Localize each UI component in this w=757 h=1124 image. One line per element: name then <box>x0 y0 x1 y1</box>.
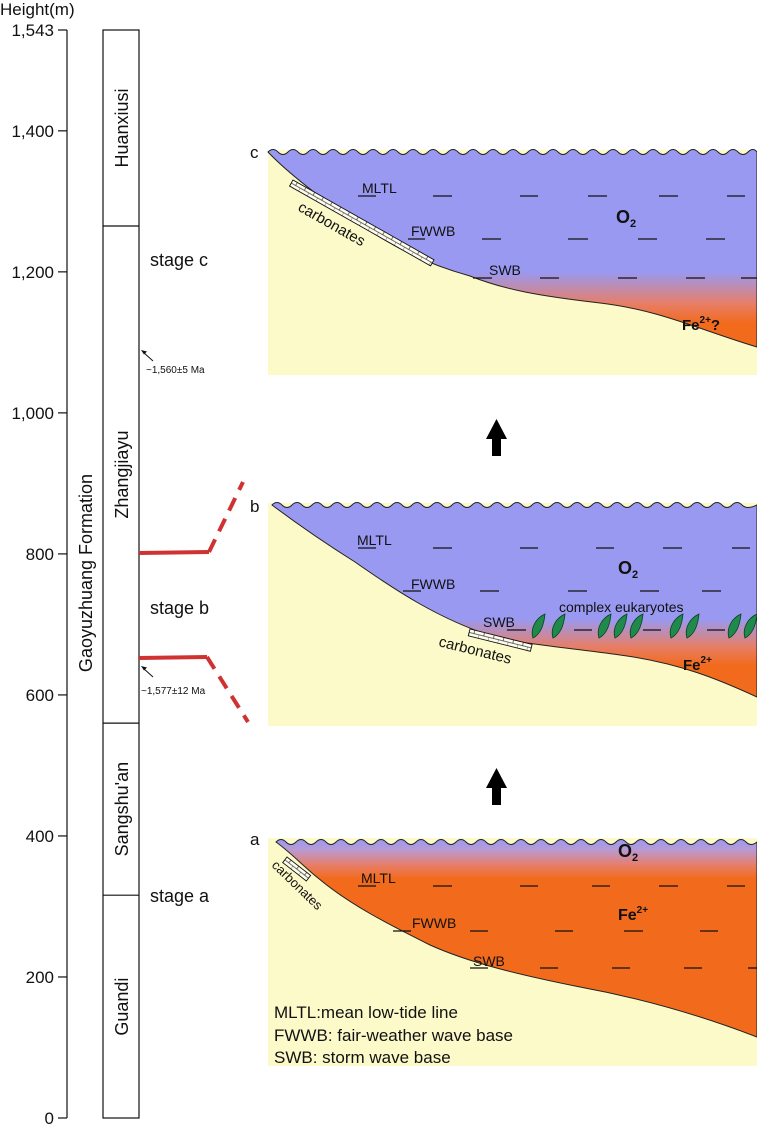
fwwb-label: FWWB <box>412 915 456 931</box>
axis-tick-label: 0 <box>45 1109 54 1124</box>
stratigraphic-axis: Height(m) 1,543 1,400 1,200 1,000 800 600 400 2… <box>0 0 75 1124</box>
stage-b-correlation <box>138 481 250 724</box>
depth-dashes <box>358 547 750 631</box>
mltl-label: MLTL <box>361 870 396 886</box>
eukaryote-icon <box>629 613 644 639</box>
up-arrow-icon <box>486 768 507 805</box>
panel-c: c MLTL FWWB SWB O2 Fe2+? carbonates <box>250 143 757 375</box>
age-lower-label: ~1,577±12 Ma <box>141 686 206 697</box>
axis-tick-label: 1,200 <box>11 263 54 282</box>
legend: MLTL:mean low-tide line FWWB: fair-weath… <box>274 1003 513 1067</box>
eukaryote-icon <box>531 613 546 639</box>
panel-b: b MLTL FWWB SWB complex eukaryotes O2 Fe… <box>250 497 757 726</box>
water-body <box>271 502 757 698</box>
legend-item: MLTL:mean low-tide line <box>274 1003 458 1022</box>
axis-title: Height(m) <box>0 0 75 19</box>
stage-b-label: stage b <box>150 598 209 618</box>
mltl-label: MLTL <box>362 180 397 196</box>
depth-dashes <box>358 885 757 969</box>
member-boundaries <box>103 225 139 896</box>
eukaryote-icon <box>727 613 742 639</box>
stage-a-label: stage a <box>150 886 210 906</box>
water-body <box>267 149 757 348</box>
member-column <box>102 29 140 1119</box>
arrow-icon <box>141 350 147 355</box>
up-arrow-icon <box>486 419 507 456</box>
arrow-icon <box>141 666 147 671</box>
age-upper-label: ~1,560±5 Ma <box>146 365 205 376</box>
age-marker-lower: ~1,577±12 Ma <box>141 666 206 697</box>
axis-tick-label: 1,543 <box>11 21 54 40</box>
water-body <box>275 839 757 1038</box>
eukaryote-icon <box>613 613 628 639</box>
panel-a: a MLTL FWWB SWB O2 Fe2+ carbonates MLTL:… <box>250 830 757 1067</box>
member-labels: Huanxiusi Zhangjiayu Sangshu'an Guandi <box>112 88 132 1035</box>
member-label: Zhangjiayu <box>112 431 132 519</box>
eukaryote-icon <box>685 613 700 639</box>
fwwb-label: FWWB <box>411 576 455 592</box>
eukaryote-icon <box>597 613 612 639</box>
axis-tick-label: 800 <box>26 545 54 564</box>
carbonate-bed <box>288 179 435 267</box>
eukaryote-icon <box>551 613 566 639</box>
fwwb-label: FWWB <box>411 223 455 239</box>
formation-column: Huanxiusi Zhangjiayu Sangshu'an Guandi Gaoy… <box>76 29 140 1119</box>
member-label: Guandi <box>112 978 132 1036</box>
depth-dashes <box>358 195 757 279</box>
o2-label: O2 <box>618 841 638 864</box>
axis-tick-label: 1,400 <box>11 122 54 141</box>
swb-label: SWB <box>473 953 505 969</box>
eukaryote-icon <box>743 613 757 639</box>
axis-tick-label: 1,000 <box>11 404 54 423</box>
legend-item: FWWB: fair-weather wave base <box>274 1026 513 1045</box>
member-label: Sangshu'an <box>112 762 132 857</box>
formation-name: Gaoyuzhuang Formation <box>76 474 96 672</box>
panel-b-letter: b <box>250 497 259 516</box>
swb-label: SWB <box>489 262 521 278</box>
eukaryote-group <box>531 613 757 639</box>
panel-c-letter: c <box>250 143 259 162</box>
o2-label: O2 <box>616 207 636 230</box>
o2-label: O2 <box>618 558 638 581</box>
age-marker-upper: ~1,560±5 Ma <box>141 350 205 376</box>
panel-a-letter: a <box>250 830 260 849</box>
carbonate-bed <box>282 856 312 882</box>
axis-tick-label: 600 <box>26 686 54 705</box>
legend-item: SWB: storm wave base <box>274 1048 451 1067</box>
fe-label: Fe2+ <box>683 655 712 674</box>
fe-label: Fe2+ <box>618 905 648 924</box>
member-label: Huanxiusi <box>112 88 132 167</box>
eukaryotes-label: complex eukaryotes <box>559 599 684 615</box>
axis-ticks: 1,543 1,400 1,200 1,000 800 600 400 200 0 <box>11 21 67 1124</box>
eukaryote-icon <box>669 613 684 639</box>
swb-label: SWB <box>483 614 515 630</box>
fe-label: Fe2+? <box>682 315 720 334</box>
carbonate-bed <box>467 628 533 652</box>
axis-tick-label: 400 <box>26 827 54 846</box>
axis-tick-label: 200 <box>26 968 54 987</box>
stage-c-label: stage c <box>150 250 208 270</box>
mltl-label: MLTL <box>357 532 392 548</box>
